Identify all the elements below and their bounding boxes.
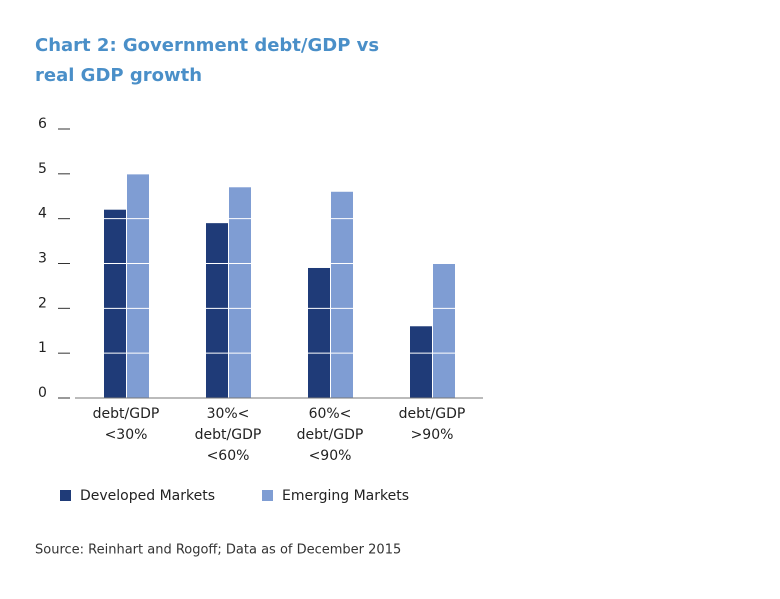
y-tick-label: 1 xyxy=(38,340,47,356)
legend-label: Emerging Markets xyxy=(282,488,409,504)
x-tick-label: debt/GDP xyxy=(399,406,466,422)
x-tick-label: 60%< xyxy=(309,406,352,422)
x-tick-label: debt/GDP xyxy=(195,427,262,443)
y-tick-label: 6 xyxy=(38,116,47,132)
y-tick-label: 3 xyxy=(38,251,47,267)
legend-label: Developed Markets xyxy=(80,488,215,504)
x-tick-label: debt/GDP xyxy=(297,427,364,443)
bar xyxy=(206,223,228,398)
bar xyxy=(308,267,330,398)
x-tick-label: >90% xyxy=(411,427,454,443)
y-tick-label: 5 xyxy=(38,161,47,177)
legend-swatch xyxy=(262,490,273,501)
chart-title: real GDP growth xyxy=(35,65,202,86)
x-tick-label: 30%< xyxy=(207,406,250,422)
y-tick-label: 4 xyxy=(38,206,47,222)
bar xyxy=(104,209,126,398)
y-tick-label: 0 xyxy=(38,385,47,401)
source-note: Source: Reinhart and Rogoff; Data as of … xyxy=(35,543,401,558)
x-tick-label: <90% xyxy=(309,448,352,464)
chart-title: Chart 2: Government debt/GDP vs xyxy=(35,35,379,56)
x-tick-label: <30% xyxy=(105,427,148,443)
bar xyxy=(229,187,251,398)
y-tick-label: 2 xyxy=(38,295,47,311)
x-tick-label: debt/GDP xyxy=(93,406,160,422)
x-tick-label: <60% xyxy=(207,448,250,464)
bar xyxy=(127,173,149,398)
bar xyxy=(410,326,432,398)
bar xyxy=(433,263,455,398)
legend-swatch xyxy=(60,490,71,501)
bar xyxy=(331,191,353,398)
